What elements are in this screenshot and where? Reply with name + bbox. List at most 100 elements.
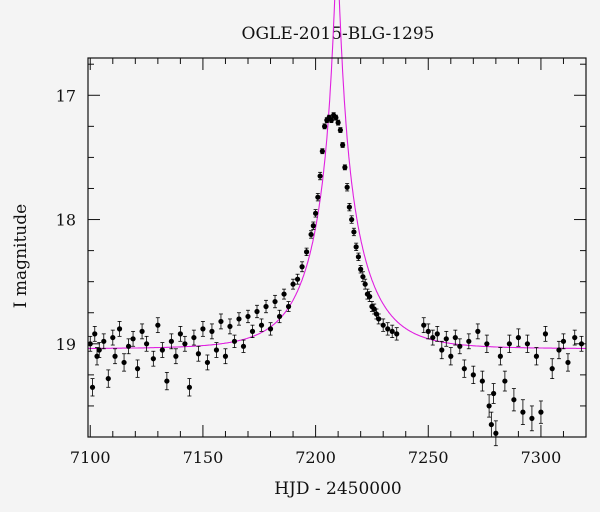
data-point <box>342 164 348 170</box>
data-point <box>186 384 193 390</box>
data-point <box>173 353 179 359</box>
x-tick-label: 7100 <box>70 448 111 467</box>
data-point <box>267 326 274 332</box>
data-point <box>439 347 445 353</box>
data-point <box>310 223 316 229</box>
data-point <box>486 403 492 409</box>
data-point <box>134 366 141 372</box>
data-point <box>425 328 431 334</box>
data-point <box>191 334 197 341</box>
axis-ticks <box>88 58 587 438</box>
data-point <box>511 397 517 403</box>
data-point <box>452 334 458 341</box>
chart-title: OGLE-2015-BLG-1295 <box>242 24 435 44</box>
data-point <box>560 338 567 344</box>
data-point <box>484 341 490 347</box>
x-tick-label: 7200 <box>295 448 336 467</box>
data-point <box>319 148 325 154</box>
data-point <box>565 359 571 366</box>
data-point <box>245 313 251 320</box>
data-point <box>164 378 170 384</box>
data-point <box>218 318 224 325</box>
data-point <box>177 331 183 337</box>
data-point <box>308 231 314 238</box>
data-point <box>340 142 346 148</box>
data-point <box>101 338 107 344</box>
data-point <box>506 341 512 347</box>
x-axis-label: HJD - 2450000 <box>274 479 402 499</box>
data-point <box>155 322 161 328</box>
data-point <box>87 341 93 347</box>
data-point <box>263 303 269 310</box>
model-line <box>88 0 586 349</box>
data-point <box>150 356 156 362</box>
data-point <box>315 194 321 200</box>
data-point <box>448 353 454 359</box>
data-point <box>249 328 256 334</box>
data-point <box>222 353 229 359</box>
data-point <box>475 328 481 334</box>
data-point <box>337 127 343 133</box>
data-point <box>520 409 526 415</box>
data-point <box>533 353 540 359</box>
data-point <box>333 115 339 121</box>
data-point <box>312 210 319 216</box>
data-point <box>143 341 150 347</box>
data-point <box>121 359 127 366</box>
data-point <box>290 281 296 287</box>
data-point <box>335 120 341 126</box>
data-points <box>87 112 585 447</box>
data-point <box>105 375 111 382</box>
data-point <box>112 353 118 359</box>
data-point <box>353 244 359 250</box>
data-point <box>443 336 449 342</box>
data-point <box>542 331 549 337</box>
data-point <box>299 264 305 270</box>
tick-labels: 7100 7150 7200 7250 7300 17 18 19 <box>56 86 562 467</box>
data-point <box>421 322 427 328</box>
data-point <box>479 378 485 384</box>
data-point <box>491 390 497 397</box>
data-point <box>502 378 508 384</box>
data-point <box>110 334 116 341</box>
data-point <box>515 334 521 341</box>
data-point <box>322 123 328 129</box>
data-point <box>240 343 247 349</box>
data-point <box>281 291 287 297</box>
data-point <box>524 341 531 347</box>
model-curve <box>88 0 586 349</box>
y-tick-label: 19 <box>56 335 76 354</box>
data-point <box>130 336 136 342</box>
data-point <box>488 421 494 428</box>
data-point <box>349 216 355 223</box>
data-point <box>389 328 395 334</box>
data-point <box>204 359 211 366</box>
data-point <box>231 338 238 344</box>
data-point <box>461 366 467 372</box>
data-point <box>272 298 278 305</box>
data-point <box>362 281 368 287</box>
data-point <box>493 430 499 436</box>
data-point <box>578 341 585 347</box>
data-point <box>303 249 310 255</box>
data-point <box>285 303 292 310</box>
x-tick-label: 7150 <box>183 448 224 467</box>
data-point <box>227 323 233 330</box>
data-point <box>200 326 206 332</box>
data-point <box>276 313 283 320</box>
data-point <box>457 343 463 349</box>
data-point <box>385 326 391 332</box>
data-point <box>182 341 188 347</box>
data-point <box>470 372 476 378</box>
data-point <box>89 384 96 390</box>
data-point <box>430 334 436 341</box>
data-point <box>236 316 242 322</box>
data-point <box>125 343 132 349</box>
data-point <box>116 326 123 332</box>
data-point <box>376 316 382 322</box>
data-point <box>367 293 373 300</box>
x-tick-label: 7300 <box>521 448 562 467</box>
data-point <box>213 347 220 353</box>
data-point <box>380 322 386 328</box>
